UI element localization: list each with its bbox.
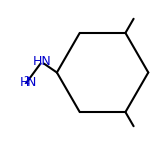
Text: HN: HN bbox=[32, 55, 51, 68]
Text: H: H bbox=[19, 76, 29, 89]
Text: 2: 2 bbox=[23, 76, 30, 86]
Text: N: N bbox=[27, 76, 36, 89]
